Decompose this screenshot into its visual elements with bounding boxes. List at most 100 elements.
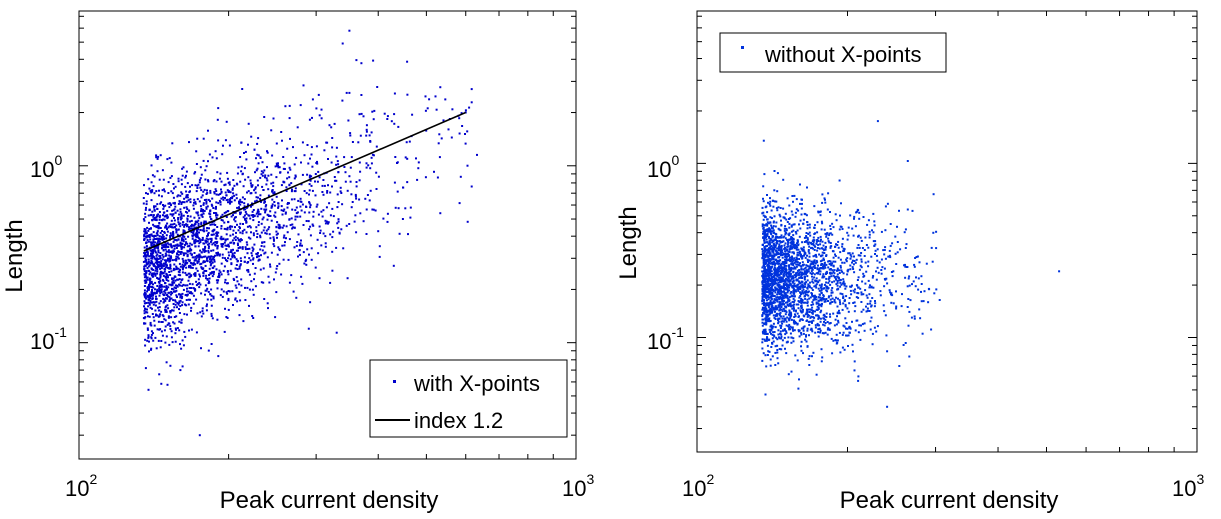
- data-point-2137: [788, 259, 791, 261]
- data-point-1928: [149, 300, 152, 303]
- data-point-1086: [311, 189, 314, 192]
- data-point-1912: [157, 246, 160, 249]
- data-point-595: [774, 291, 777, 294]
- data-point-566: [763, 229, 766, 232]
- data-point-955: [768, 296, 771, 299]
- data-point-1154: [239, 299, 242, 302]
- data-point-2084: [163, 300, 166, 303]
- data-point-1121: [793, 245, 796, 248]
- data-point-1859: [225, 291, 228, 294]
- data-point-862: [159, 257, 162, 260]
- data-point-1996: [828, 241, 831, 244]
- data-point-1207: [287, 258, 290, 261]
- data-point-2139: [857, 254, 860, 257]
- data-point-1551: [798, 276, 801, 279]
- data-point-1843: [205, 270, 208, 272]
- data-point-2176: [246, 269, 249, 272]
- data-point-1014: [839, 258, 842, 261]
- data-point-1536: [460, 112, 463, 115]
- data-point-192: [145, 203, 148, 206]
- data-point-592: [260, 254, 262, 257]
- data-point-1324: [774, 246, 777, 249]
- data-point-545: [267, 275, 270, 278]
- data-point-979: [202, 248, 205, 251]
- data-point-1428: [904, 228, 907, 231]
- data-point-530: [802, 268, 805, 271]
- data-point-1633: [797, 209, 800, 212]
- data-point-1384: [151, 297, 154, 300]
- data-point-235: [180, 178, 183, 181]
- data-point-142: [199, 311, 202, 314]
- data-point-1453: [206, 240, 209, 243]
- data-point-629: [306, 248, 309, 251]
- data-point-1994: [169, 283, 172, 286]
- data-point-2103: [180, 203, 183, 205]
- data-point-1177: [173, 286, 176, 289]
- data-point-1245: [235, 231, 237, 234]
- data-point-667: [773, 266, 776, 269]
- data-point-1523: [145, 200, 148, 203]
- data-point-1752: [805, 335, 807, 338]
- data-point-789: [152, 214, 155, 217]
- data-point-1935: [882, 304, 885, 307]
- data-point-1699: [177, 221, 180, 224]
- data-point-304: [810, 311, 813, 314]
- data-point-641: [165, 286, 168, 289]
- data-point-398: [794, 247, 797, 250]
- data-point-2268: [259, 268, 262, 271]
- data-point-1925: [229, 200, 232, 203]
- data-point-1729: [243, 202, 246, 205]
- data-point-713: [783, 253, 785, 255]
- data-point-1250: [243, 152, 245, 154]
- data-point-2571: [309, 179, 312, 182]
- data-point-165: [876, 325, 879, 328]
- data-point-709: [245, 212, 248, 215]
- data-point-1031: [160, 236, 163, 239]
- data-point-1477: [238, 267, 241, 270]
- data-point-2179: [773, 270, 776, 272]
- data-point-325: [772, 300, 775, 303]
- data-point-1867: [787, 313, 790, 316]
- data-point-2253: [163, 294, 165, 297]
- data-point-1616: [150, 330, 153, 333]
- data-point-1951: [164, 282, 166, 285]
- data-point-151: [312, 210, 315, 213]
- data-point-1307: [782, 240, 785, 243]
- data-point-1171: [795, 290, 797, 293]
- data-point-1911: [172, 226, 175, 229]
- data-point-2056: [143, 228, 146, 230]
- data-point-503: [177, 253, 180, 256]
- data-point-558: [180, 318, 183, 321]
- data-point-1172: [838, 331, 841, 334]
- data-point-589: [159, 271, 162, 274]
- data-point-907: [886, 350, 889, 353]
- data-point-1684: [378, 255, 381, 258]
- data-point-1884: [843, 282, 846, 285]
- data-point-2449: [164, 292, 167, 295]
- data-point-1690: [202, 267, 205, 270]
- data-point-1861: [168, 259, 171, 262]
- data-point-1305: [195, 234, 198, 237]
- data-point-2148: [145, 261, 148, 264]
- data-point-1625: [144, 307, 146, 310]
- data-point-1443: [772, 225, 775, 228]
- data-point-353: [185, 170, 188, 173]
- data-point-81: [823, 252, 826, 254]
- data-point-2557: [154, 235, 157, 237]
- data-point-1958: [793, 252, 795, 255]
- data-point-534: [319, 229, 322, 232]
- data-point-870: [833, 324, 836, 327]
- data-point-2030: [817, 299, 820, 302]
- data-point-1852: [185, 225, 188, 228]
- data-point-1994: [780, 266, 783, 269]
- data-point-145: [875, 278, 878, 281]
- data-point-2482: [143, 273, 146, 276]
- data-point-779: [181, 257, 184, 260]
- data-point-962: [820, 283, 823, 286]
- data-point-969: [195, 298, 198, 301]
- data-point-630: [312, 224, 315, 227]
- data-point-674: [159, 300, 162, 303]
- data-point-1234: [178, 213, 181, 216]
- data-point-2300: [275, 195, 278, 198]
- data-point-1694: [198, 231, 200, 234]
